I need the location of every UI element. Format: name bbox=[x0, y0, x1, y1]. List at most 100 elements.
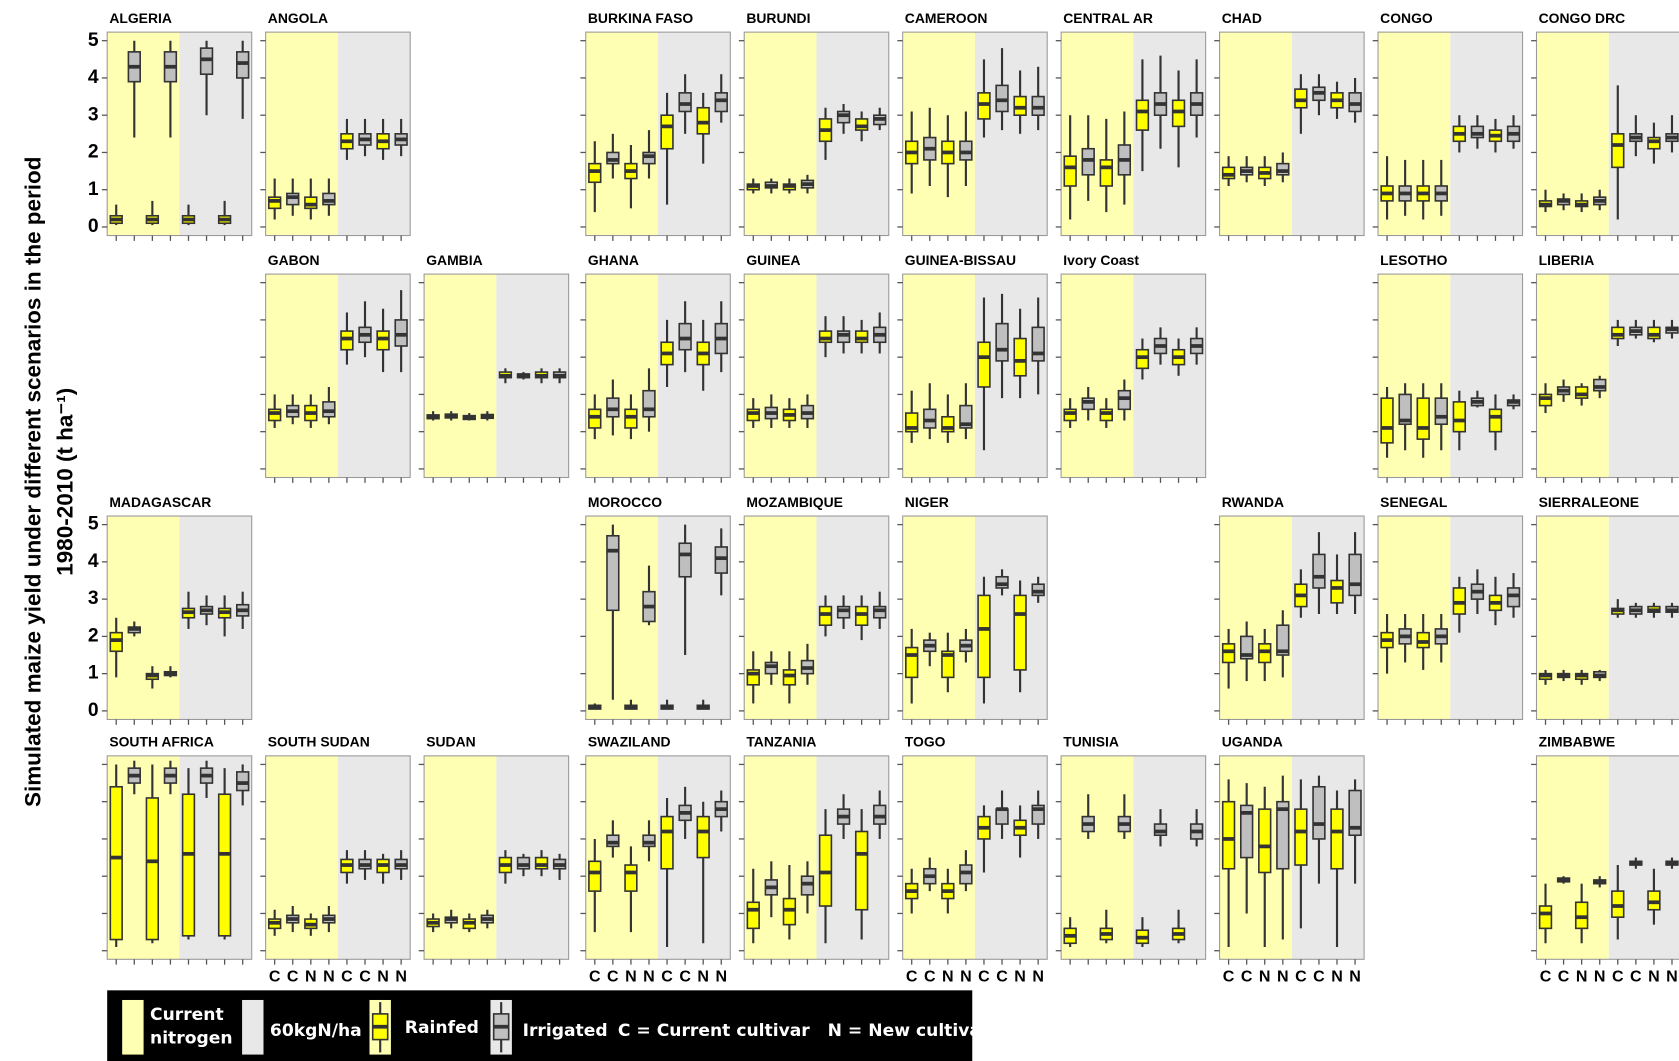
box bbox=[181, 793, 196, 937]
panel-title: Ivory Coast bbox=[1063, 252, 1139, 268]
panel-border bbox=[423, 755, 570, 960]
panel-title: ALGERIA bbox=[109, 10, 172, 26]
panel-border bbox=[585, 515, 731, 721]
x-tick-label: C bbox=[589, 968, 601, 986]
x-tick-label: C bbox=[996, 968, 1008, 986]
panel-title: TOGO bbox=[905, 734, 946, 750]
box bbox=[977, 594, 991, 679]
box bbox=[905, 646, 919, 679]
panel-border bbox=[1377, 31, 1524, 237]
x-tick-label: N bbox=[323, 968, 335, 986]
box bbox=[1380, 397, 1394, 444]
panel-background bbox=[744, 32, 817, 236]
x-tick-label: C bbox=[269, 968, 281, 986]
panel-background bbox=[1219, 32, 1292, 236]
box bbox=[959, 404, 973, 429]
x-tick-label: N bbox=[395, 968, 407, 986]
panel-background bbox=[744, 274, 817, 478]
x-tick-label: N bbox=[942, 968, 954, 986]
box bbox=[1348, 789, 1362, 837]
legend-swatch bbox=[242, 999, 264, 1055]
x-tick-label: C bbox=[607, 968, 619, 986]
legend-swatch bbox=[122, 999, 144, 1055]
box bbox=[854, 830, 869, 911]
x-tick-label: C bbox=[1241, 968, 1253, 986]
panel-border bbox=[585, 273, 731, 479]
box bbox=[1031, 804, 1045, 825]
y-tick-label: 3 bbox=[88, 104, 99, 125]
panel-background bbox=[1536, 274, 1609, 478]
box bbox=[1031, 326, 1045, 362]
box bbox=[1099, 159, 1113, 187]
y-tick-label: 1 bbox=[88, 663, 99, 684]
panel-border bbox=[743, 273, 890, 479]
y-tick-label: 4 bbox=[88, 67, 99, 88]
legend-label: Rainfed bbox=[405, 1018, 479, 1038]
y-tick-label: 3 bbox=[88, 588, 99, 609]
x-tick-label: C bbox=[359, 968, 371, 986]
panel-title: GAMBIA bbox=[426, 252, 482, 268]
panel-border bbox=[902, 31, 1048, 237]
box bbox=[678, 542, 692, 578]
panel-background bbox=[1608, 516, 1679, 720]
panel-background bbox=[337, 274, 411, 478]
panel-background bbox=[1536, 516, 1609, 720]
box bbox=[1452, 401, 1467, 433]
panel-border bbox=[1060, 755, 1207, 960]
panel-border bbox=[1535, 273, 1679, 479]
legend-label: 60kgN/ha bbox=[270, 1021, 362, 1041]
panel-title: LIBERIA bbox=[1539, 252, 1595, 268]
panel-title: BURUNDI bbox=[746, 10, 810, 26]
panel-background bbox=[1133, 32, 1206, 236]
panel-background bbox=[1450, 274, 1523, 478]
box bbox=[696, 815, 710, 859]
x-tick-label: C bbox=[661, 968, 673, 986]
box bbox=[660, 114, 674, 150]
x-tick-label: N bbox=[697, 968, 709, 986]
x-tick-label: N bbox=[1032, 968, 1044, 986]
panel-border bbox=[1535, 31, 1679, 237]
panel-background bbox=[1061, 32, 1134, 236]
box bbox=[1312, 785, 1326, 840]
box bbox=[995, 808, 1009, 825]
y-tick-label: 5 bbox=[88, 30, 99, 51]
x-tick-label: C bbox=[1223, 968, 1235, 986]
panel-border bbox=[423, 273, 570, 479]
panel-background bbox=[1061, 755, 1134, 960]
box bbox=[1276, 624, 1290, 656]
x-tick-label: C bbox=[341, 968, 353, 986]
x-tick-label: C bbox=[679, 968, 691, 986]
panel-border bbox=[265, 755, 411, 960]
x-tick-label: N bbox=[1594, 968, 1606, 986]
x-tick-label: N bbox=[1331, 968, 1343, 986]
panel-background bbox=[974, 32, 1048, 236]
legend-note: C = Current cultivar N = New cultivar bbox=[618, 1021, 990, 1041]
panel-background bbox=[902, 32, 975, 236]
panel-background bbox=[974, 755, 1048, 960]
panel-title: CHAD bbox=[1222, 10, 1262, 26]
x-tick-label: N bbox=[1277, 968, 1289, 986]
box bbox=[660, 815, 674, 870]
box bbox=[1538, 905, 1553, 930]
panel-title: RWANDA bbox=[1222, 494, 1284, 510]
y-tick-label: 2 bbox=[88, 625, 99, 646]
panel-background bbox=[902, 755, 975, 960]
panel-background bbox=[585, 755, 659, 960]
panel-background bbox=[585, 32, 659, 236]
panel-border bbox=[743, 31, 890, 237]
box bbox=[1221, 800, 1236, 870]
panel-title: CONGO bbox=[1380, 10, 1433, 26]
panel-border bbox=[1219, 515, 1365, 721]
panel-background bbox=[585, 274, 659, 478]
panel-border bbox=[1535, 755, 1679, 960]
box bbox=[977, 341, 991, 388]
panel-title: GHANA bbox=[588, 252, 639, 268]
box bbox=[217, 793, 232, 937]
box bbox=[642, 389, 656, 418]
panel-background bbox=[1378, 274, 1451, 478]
box bbox=[1416, 397, 1430, 440]
panel-title: SUDAN bbox=[426, 734, 475, 750]
panel-title: MADAGASCAR bbox=[109, 494, 211, 510]
panel-border bbox=[1377, 273, 1524, 479]
panel-title: MOZAMBIQUE bbox=[746, 494, 843, 510]
